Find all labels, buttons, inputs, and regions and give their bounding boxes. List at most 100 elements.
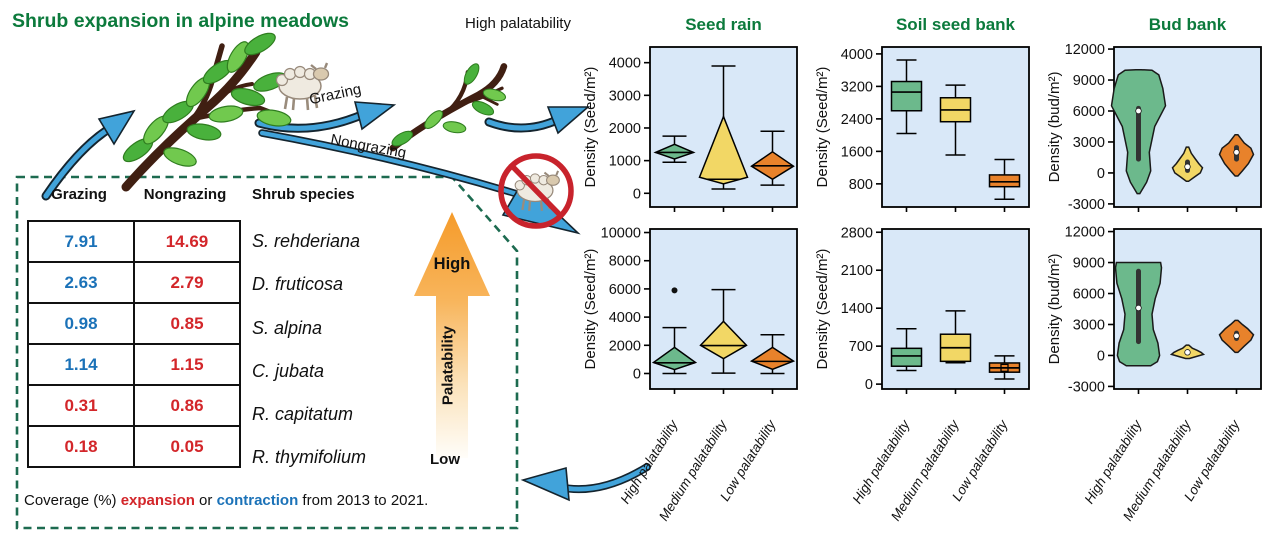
svg-text:4000: 4000 xyxy=(609,310,641,326)
chart-column-soil-seed-bank: Soil seed bank 800 1600 2400 3200 4000 Densit… xyxy=(810,14,1037,548)
table-row: 1.14 1.15 xyxy=(27,343,241,386)
svg-text:Density (Seed/m²): Density (Seed/m²) xyxy=(582,249,599,370)
table-row: 2.63 2.79 xyxy=(27,261,241,304)
coverage-value: 0.85 xyxy=(170,313,204,333)
shrub-grazed-icon xyxy=(389,63,508,152)
species-list: S. rehderiana D. fruticosa S. alpina C. … xyxy=(252,220,366,480)
svg-text:3200: 3200 xyxy=(841,79,873,95)
svg-text:9000: 9000 xyxy=(1073,73,1105,89)
table-row: 0.98 0.85 xyxy=(27,302,241,345)
x-axis-labels: High palatability Medium palatability Low … xyxy=(1042,408,1269,548)
species-name: S. rehderiana xyxy=(252,231,361,251)
svg-text:4000: 4000 xyxy=(609,56,641,72)
table-header-species: Shrub species xyxy=(252,186,355,203)
coverage-value: 0.31 xyxy=(64,395,98,415)
panel-seed-rain-top: 0 1000 2000 3000 4000 Density (Seed/m²) xyxy=(582,46,798,212)
nongrazing-arrow-icon xyxy=(258,129,581,235)
svg-text:Density (bud/m²): Density (bud/m²) xyxy=(1046,72,1063,183)
svg-text:800: 800 xyxy=(849,177,873,193)
svg-text:8000: 8000 xyxy=(609,254,641,270)
svg-text:12000: 12000 xyxy=(1065,42,1105,58)
high-palatability-label: High palatability xyxy=(465,15,571,32)
svg-text:10000: 10000 xyxy=(601,226,641,242)
coverage-value: 0.86 xyxy=(170,395,204,415)
svg-text:0: 0 xyxy=(865,377,873,393)
table-row: 7.91 14.69 xyxy=(27,220,241,263)
species-name: D. fruticosa xyxy=(252,274,344,295)
table-caption: Coverage (%) expansion or contraction fr… xyxy=(24,492,428,509)
caption-prefix: Coverage (%) xyxy=(24,492,121,509)
coverage-value: 1.14 xyxy=(64,354,98,374)
svg-text:3000: 3000 xyxy=(1073,135,1105,151)
svg-text:2400: 2400 xyxy=(841,112,873,128)
chart-column-seed-rain: Seed rain 0 1000 2000 3000 4000 Density (Seed… xyxy=(578,14,805,548)
palatability-low-label: Low xyxy=(430,451,460,468)
panel-soil-seed-bank-bottom: 0 700 1400 2100 2800 Density (Seed/m²) xyxy=(814,225,1030,394)
species-name: R. capitatum xyxy=(252,404,354,425)
table-row: 0.31 0.86 xyxy=(27,384,241,427)
caption-expansion-word: expansion xyxy=(120,492,195,509)
caption-contraction-word: contraction xyxy=(216,492,299,509)
palatability-high-label: High xyxy=(433,255,471,273)
coverage-value: 0.05 xyxy=(170,436,204,456)
table-header-grazing: Grazing xyxy=(51,186,107,203)
species-name: S. alpina xyxy=(252,317,323,338)
coverage-value: 0.18 xyxy=(64,436,98,456)
svg-text:2100: 2100 xyxy=(841,263,873,279)
coverage-value: 14.69 xyxy=(165,231,209,251)
svg-text:1000: 1000 xyxy=(609,154,641,170)
table-row: 0.18 0.05 xyxy=(27,425,241,468)
svg-text:6000: 6000 xyxy=(609,282,641,298)
svg-text:6000: 6000 xyxy=(1073,287,1105,303)
coverage-value: 1.15 xyxy=(170,354,204,374)
svg-text:Density (Seed/m²): Density (Seed/m²) xyxy=(814,67,831,188)
svg-text:Density (Seed/m²): Density (Seed/m²) xyxy=(582,67,599,188)
svg-text:Density (Seed/m²): Density (Seed/m²) xyxy=(814,249,831,370)
coverage-value: 2.79 xyxy=(170,272,204,292)
svg-text:1600: 1600 xyxy=(841,144,873,160)
coverage-value: 0.98 xyxy=(64,313,98,333)
x-axis-labels: High palatability Medium palatability Low … xyxy=(578,408,805,548)
nongrazing-label: Nongrazing xyxy=(329,131,408,162)
species-name: C. jubata xyxy=(252,360,325,381)
caption-suffix: from 2013 to 2021. xyxy=(298,492,429,509)
svg-text:-3000: -3000 xyxy=(1068,379,1105,395)
intro-arrow-icon xyxy=(41,109,136,201)
svg-text:-3000: -3000 xyxy=(1068,197,1105,213)
chart-title-soil-seed-bank: Soil seed bank xyxy=(895,15,1016,34)
chart-title-seed-rain: Seed rain xyxy=(685,15,762,34)
svg-text:1400: 1400 xyxy=(841,301,873,317)
svg-text:Density (bud/m²): Density (bud/m²) xyxy=(1046,254,1063,365)
no-grazing-icon xyxy=(498,153,574,229)
caption-or-word: or xyxy=(194,492,217,509)
coverage-value: 2.63 xyxy=(64,272,98,292)
palatability-axis-label: Palatability xyxy=(439,325,457,406)
grazing-arrow-icon xyxy=(254,101,397,133)
svg-text:0: 0 xyxy=(1097,166,1105,182)
svg-text:4000: 4000 xyxy=(841,47,873,63)
svg-text:0: 0 xyxy=(633,186,641,202)
chart-title-bud-bank: Bud bank xyxy=(1148,15,1227,34)
svg-text:700: 700 xyxy=(849,339,873,355)
svg-text:2000: 2000 xyxy=(609,121,641,137)
chart-column-bud-bank: Bud bank -3000 0 3000 6000 9000 12000 Density … xyxy=(1042,14,1269,548)
svg-text:0: 0 xyxy=(633,366,641,382)
coverage-table: 7.91 14.69 2.63 2.79 0.98 0.85 1.14 1.15… xyxy=(27,220,241,468)
svg-text:6000: 6000 xyxy=(1073,104,1105,120)
species-name: R. thymifolium xyxy=(252,447,367,468)
svg-text:0: 0 xyxy=(1097,348,1105,364)
svg-text:3000: 3000 xyxy=(609,88,641,104)
svg-text:12000: 12000 xyxy=(1065,225,1105,241)
shrub-lush-icon xyxy=(119,28,293,192)
x-axis-labels: High palatability Medium palatability Low … xyxy=(810,408,1037,548)
panel-soil-seed-bank-top: 800 1600 2400 3200 4000 Density (Seed/m²) xyxy=(814,46,1030,212)
high-palatability-arrow-icon xyxy=(484,106,591,135)
grazing-label: Grazing xyxy=(307,80,363,109)
coverage-value: 7.91 xyxy=(64,231,98,251)
table-header-nongrazing: Nongrazing xyxy=(143,186,227,203)
page-title: Shrub expansion in alpine meadows xyxy=(12,10,349,32)
svg-text:2000: 2000 xyxy=(609,338,641,354)
